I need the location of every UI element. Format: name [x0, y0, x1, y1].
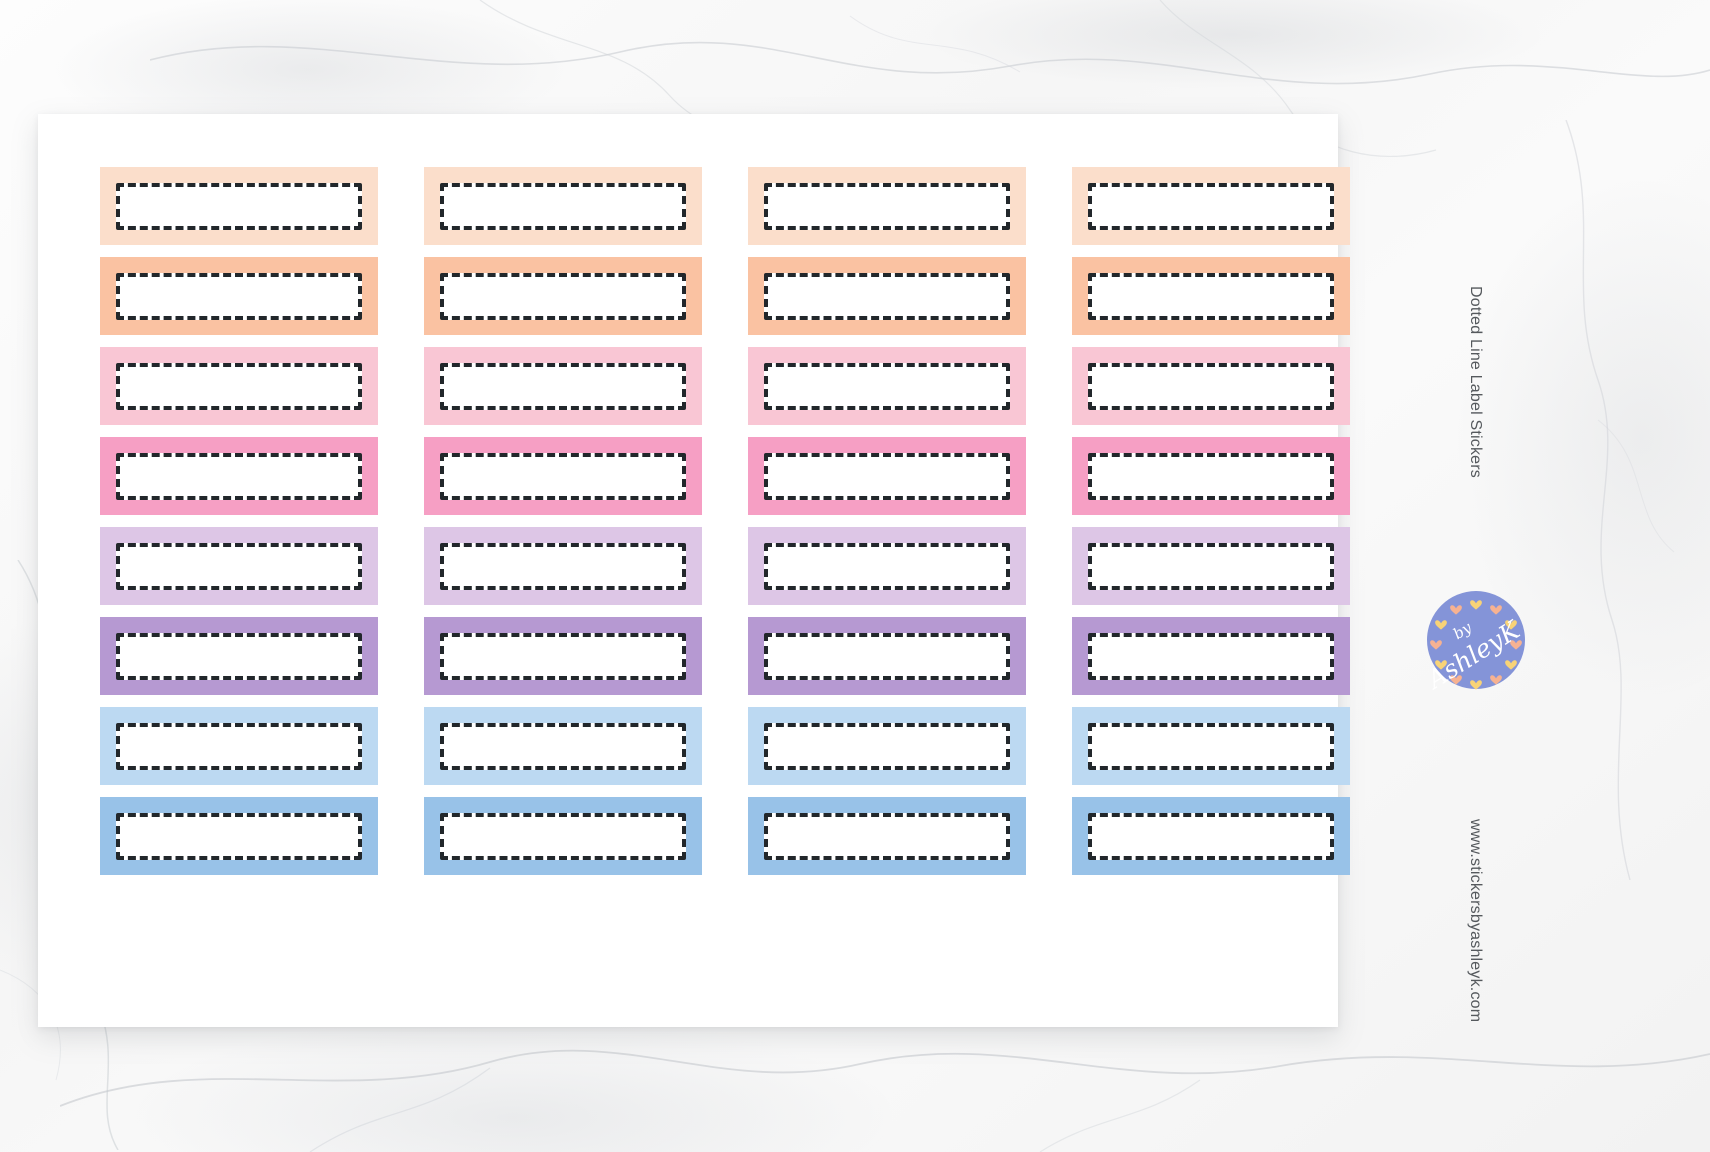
sticker-r5c2[interactable] [424, 527, 702, 605]
dotted-cut-line [440, 452, 686, 500]
dotted-cut-line [764, 722, 1010, 770]
dotted-cut-line [116, 812, 362, 860]
website-url: www.stickersbyashleyk.com [1467, 819, 1484, 1023]
sticker-r2c3[interactable] [748, 257, 1026, 335]
sticker-r4c1[interactable] [100, 437, 378, 515]
dotted-cut-line [440, 632, 686, 680]
dotted-cut-line [1088, 452, 1334, 500]
sticker-r1c1[interactable] [100, 167, 378, 245]
sticker-r4c2[interactable] [424, 437, 702, 515]
dotted-cut-line [116, 272, 362, 320]
sticker-r5c3[interactable] [748, 527, 1026, 605]
dotted-cut-line [440, 272, 686, 320]
sticker-r6c1[interactable] [100, 617, 378, 695]
dotted-cut-line [1088, 812, 1334, 860]
badge-heart-ring [1430, 600, 1522, 690]
sticker-r1c3[interactable] [748, 167, 1026, 245]
dotted-cut-line [440, 362, 686, 410]
dotted-cut-line [116, 722, 362, 770]
sticker-r6c4[interactable] [1072, 617, 1350, 695]
sticker-r3c3[interactable] [748, 347, 1026, 425]
dotted-cut-line [764, 542, 1010, 590]
dotted-cut-line [1088, 182, 1334, 230]
sticker-r3c2[interactable] [424, 347, 702, 425]
sticker-r2c4[interactable] [1072, 257, 1350, 335]
sticker-r8c3[interactable] [748, 797, 1026, 875]
sticker-r2c1[interactable] [100, 257, 378, 335]
sticker-r5c4[interactable] [1072, 527, 1350, 605]
dotted-cut-line [440, 182, 686, 230]
sticker-r3c4[interactable] [1072, 347, 1350, 425]
dotted-cut-line [764, 812, 1010, 860]
dotted-cut-line [764, 632, 1010, 680]
product-title: Dotted Line Label Stickers [1467, 286, 1484, 478]
brand-badge-icon: by AshleyK [1424, 591, 1526, 692]
brand-badge: by AshleyK [1424, 588, 1528, 692]
sticker-r1c4[interactable] [1072, 167, 1350, 245]
dotted-cut-line [1088, 542, 1334, 590]
sticker-r7c1[interactable] [100, 707, 378, 785]
dotted-cut-line [1088, 632, 1334, 680]
dotted-cut-line [116, 542, 362, 590]
dotted-cut-line [764, 362, 1010, 410]
dotted-cut-line [1088, 272, 1334, 320]
sticker-r8c4[interactable] [1072, 797, 1350, 875]
sticker-r8c2[interactable] [424, 797, 702, 875]
sticker-r7c2[interactable] [424, 707, 702, 785]
sticker-r2c2[interactable] [424, 257, 702, 335]
dotted-cut-line [440, 722, 686, 770]
dotted-cut-line [116, 632, 362, 680]
sticker-r5c1[interactable] [100, 527, 378, 605]
sticker-r7c4[interactable] [1072, 707, 1350, 785]
sticker-r1c2[interactable] [424, 167, 702, 245]
sticker-grid [100, 167, 1350, 875]
dotted-cut-line [116, 182, 362, 230]
dotted-cut-line [440, 542, 686, 590]
sticker-r3c1[interactable] [100, 347, 378, 425]
sticker-r4c4[interactable] [1072, 437, 1350, 515]
dotted-cut-line [1088, 362, 1334, 410]
dotted-cut-line [1088, 722, 1334, 770]
dotted-cut-line [116, 452, 362, 500]
sticker-r6c3[interactable] [748, 617, 1026, 695]
dotted-cut-line [116, 362, 362, 410]
dotted-cut-line [440, 812, 686, 860]
sticker-r7c3[interactable] [748, 707, 1026, 785]
sticker-r4c3[interactable] [748, 437, 1026, 515]
dotted-cut-line [764, 452, 1010, 500]
dotted-cut-line [764, 182, 1010, 230]
dotted-cut-line [764, 272, 1010, 320]
sticker-r8c1[interactable] [100, 797, 378, 875]
sticker-sheet-card: Dotted Line Label Stickers www.stickersb… [38, 114, 1526, 1027]
sticker-r6c2[interactable] [424, 617, 702, 695]
